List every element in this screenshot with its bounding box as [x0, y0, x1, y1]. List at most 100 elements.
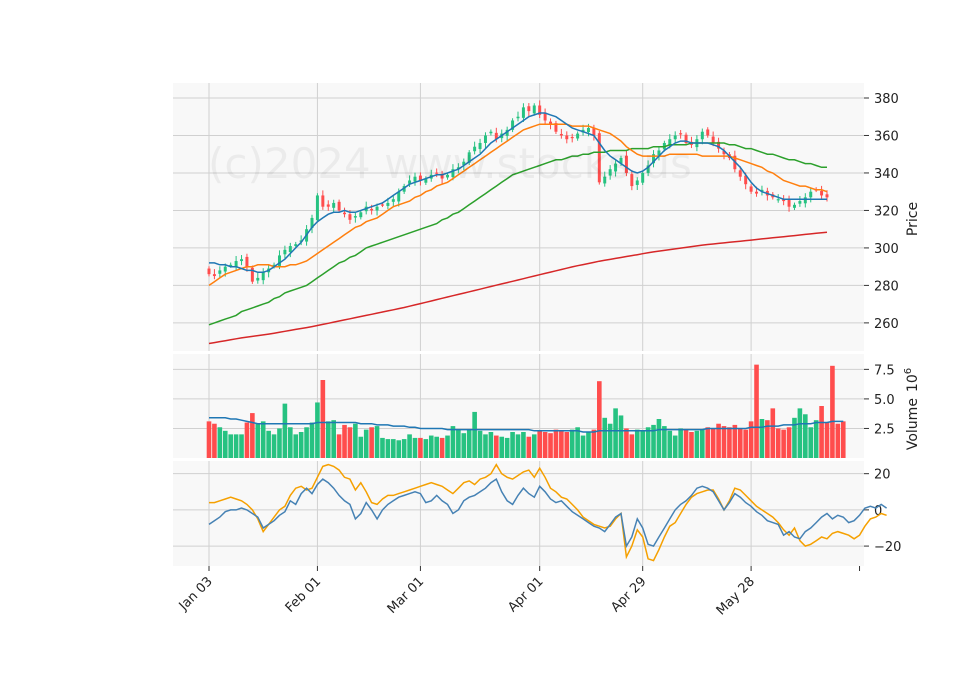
- candle-body: [684, 134, 688, 143]
- candle-body: [538, 105, 542, 115]
- candle-body: [787, 198, 791, 207]
- volume-bar: [569, 429, 575, 458]
- oscillator-panel: −20 0 20: [173, 461, 901, 566]
- candle-body: [576, 133, 580, 139]
- price-ytick-label: 320: [874, 204, 899, 219]
- volume-bar: [824, 422, 830, 458]
- candle: [570, 133, 574, 143]
- candle: [440, 170, 444, 184]
- candle: [245, 253, 249, 272]
- volume-bar: [775, 428, 781, 458]
- volume-bar: [591, 429, 597, 458]
- volume-bar: [575, 427, 580, 458]
- candle: [315, 193, 319, 223]
- candle: [310, 214, 314, 234]
- candle-body: [505, 129, 509, 136]
- volume-bar: [309, 422, 315, 458]
- candle-body: [565, 135, 569, 140]
- volume-bar: [494, 435, 499, 458]
- price-axis-label: Price: [905, 202, 921, 236]
- candle-body: [570, 136, 574, 139]
- candle-body: [592, 127, 596, 136]
- candle: [359, 210, 363, 220]
- candle-body: [418, 175, 422, 181]
- candle: [554, 120, 558, 134]
- x-tick-label: Jan 03: [176, 574, 216, 614]
- volume-bar: [797, 408, 803, 458]
- candle: [418, 172, 422, 186]
- candle-body: [532, 105, 536, 114]
- candle-body: [451, 169, 455, 178]
- candle: [321, 190, 325, 210]
- candle: [332, 199, 336, 213]
- volume-bar: [667, 430, 673, 458]
- volume-axis-exponent: 10: [905, 374, 921, 392]
- candle: [657, 147, 661, 161]
- candle: [353, 212, 357, 223]
- candle-body: [711, 136, 715, 143]
- candle-body: [646, 165, 650, 173]
- candle-body: [283, 249, 287, 255]
- price-panel: 260 280 300 320 340 360 380: [173, 83, 899, 351]
- candle: [489, 129, 493, 136]
- volume-bar: [597, 381, 602, 458]
- oscillator-ytick-label: 0: [874, 504, 882, 519]
- candle-body: [277, 255, 281, 266]
- candle: [212, 269, 216, 280]
- candle: [798, 196, 802, 207]
- candle-body: [803, 197, 807, 204]
- volume-bar: [548, 433, 553, 458]
- candle-body: [337, 201, 341, 211]
- candle-body: [413, 176, 417, 182]
- candle-body: [760, 189, 764, 192]
- candle: [413, 172, 417, 186]
- volume-bar: [732, 424, 738, 458]
- volume-bar: [537, 430, 542, 458]
- volume-bar: [353, 423, 358, 458]
- volume-bar: [293, 434, 299, 458]
- candle: [288, 242, 292, 258]
- candle: [543, 108, 547, 125]
- price-ytick-label: 260: [874, 317, 899, 332]
- volume-bar: [315, 402, 320, 458]
- volume-bar: [694, 430, 700, 458]
- candle-body: [375, 206, 379, 211]
- volume-bar: [477, 430, 483, 458]
- volume-bar: [396, 440, 402, 458]
- candle: [559, 128, 563, 139]
- candle: [630, 169, 634, 191]
- price-ytick-label: 340: [874, 167, 899, 182]
- x-tick-label: Mar 01: [385, 574, 428, 617]
- candle-body: [679, 133, 683, 135]
- candle: [521, 103, 525, 122]
- volume-bar: [645, 427, 651, 458]
- candle-body: [635, 180, 639, 185]
- candle: [456, 163, 460, 174]
- candle-body: [353, 216, 357, 218]
- moving-average-200-line: [208, 231, 828, 345]
- volume-bar: [754, 364, 759, 458]
- candle-body: [738, 170, 742, 177]
- candle-body: [722, 150, 726, 155]
- candle: [608, 165, 612, 180]
- candle-body: [424, 178, 428, 183]
- oscillator-ytick-label: 20: [874, 468, 891, 483]
- x-tick-label: Apr 29: [608, 574, 649, 615]
- volume-bar: [553, 429, 559, 458]
- candle: [424, 176, 428, 185]
- candle: [511, 118, 515, 133]
- volume-bar: [380, 437, 385, 458]
- volume-bar: [786, 427, 792, 458]
- candle-body: [586, 127, 590, 133]
- oscillator-fast-line: [208, 477, 888, 549]
- volume-bar: [634, 429, 640, 458]
- volume-bar: [418, 437, 423, 458]
- candle-body: [467, 152, 471, 163]
- candle: [603, 171, 607, 187]
- candle: [478, 138, 482, 154]
- volume-ytick-label: 5.0: [874, 393, 895, 408]
- watermark: (c)2024 www.stocks.us: [208, 139, 692, 188]
- volume-bar: [510, 432, 515, 458]
- candle-body: [554, 123, 558, 132]
